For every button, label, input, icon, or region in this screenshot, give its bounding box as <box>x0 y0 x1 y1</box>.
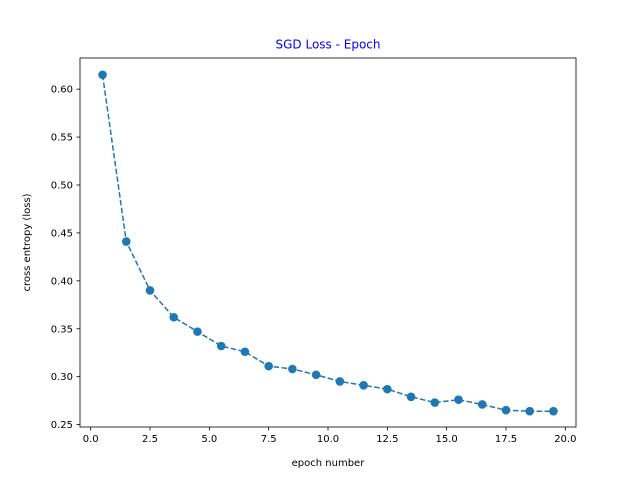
data-point <box>430 398 440 407</box>
loss-series-points <box>98 70 558 416</box>
data-point <box>525 406 535 416</box>
x-tick-label: 12.5 <box>376 434 398 445</box>
y-tick-label: 0.55 <box>51 133 73 144</box>
data-point <box>335 377 345 386</box>
data-point <box>121 237 131 246</box>
y-tick-label: 0.45 <box>51 228 73 239</box>
data-point <box>477 400 487 409</box>
data-point <box>406 392 416 402</box>
chart-title: SGD Loss - Epoch <box>276 38 381 52</box>
data-point <box>454 395 463 404</box>
x-tick-label: 5.0 <box>201 434 217 445</box>
y-tick-label: 0.30 <box>51 372 73 383</box>
y-tick-label: 0.35 <box>51 324 73 335</box>
y-tick-label: 0.25 <box>51 420 73 431</box>
x-tick-label: 15.0 <box>436 434 458 445</box>
x-tick-label: 0.0 <box>83 434 99 445</box>
y-tick-label: 0.40 <box>51 276 73 287</box>
plot-area-frame <box>79 57 577 428</box>
y-axis-ticks: 0.25 0.30 0.35 0.40 0.45 0.50 0.55 0.60 <box>51 85 80 431</box>
x-axis-ticks: 0.0 2.5 5.0 7.5 10.0 12.5 15.0 17.5 20.0 <box>83 427 576 445</box>
x-tick-label: 17.5 <box>495 434 517 445</box>
data-point <box>288 364 297 374</box>
y-axis-label: cross entropy (loss) <box>22 193 33 291</box>
data-point <box>549 406 558 416</box>
data-point <box>193 327 202 336</box>
x-tick-label: 20.0 <box>554 434 576 445</box>
data-point <box>359 381 368 390</box>
x-tick-label: 7.5 <box>261 434 277 445</box>
data-point <box>98 70 107 80</box>
data-point <box>216 341 226 351</box>
data-point <box>145 286 155 295</box>
x-axis-label: epoch number <box>292 458 366 469</box>
x-tick-label: 2.5 <box>142 434 158 445</box>
data-point <box>311 370 321 380</box>
data-point <box>383 384 392 394</box>
data-point <box>169 312 179 322</box>
y-tick-label: 0.60 <box>51 85 73 96</box>
y-tick-label: 0.50 <box>51 180 73 191</box>
x-tick-label: 10.0 <box>317 434 339 445</box>
data-point <box>240 347 250 357</box>
data-point <box>264 361 273 371</box>
data-point <box>501 405 511 415</box>
